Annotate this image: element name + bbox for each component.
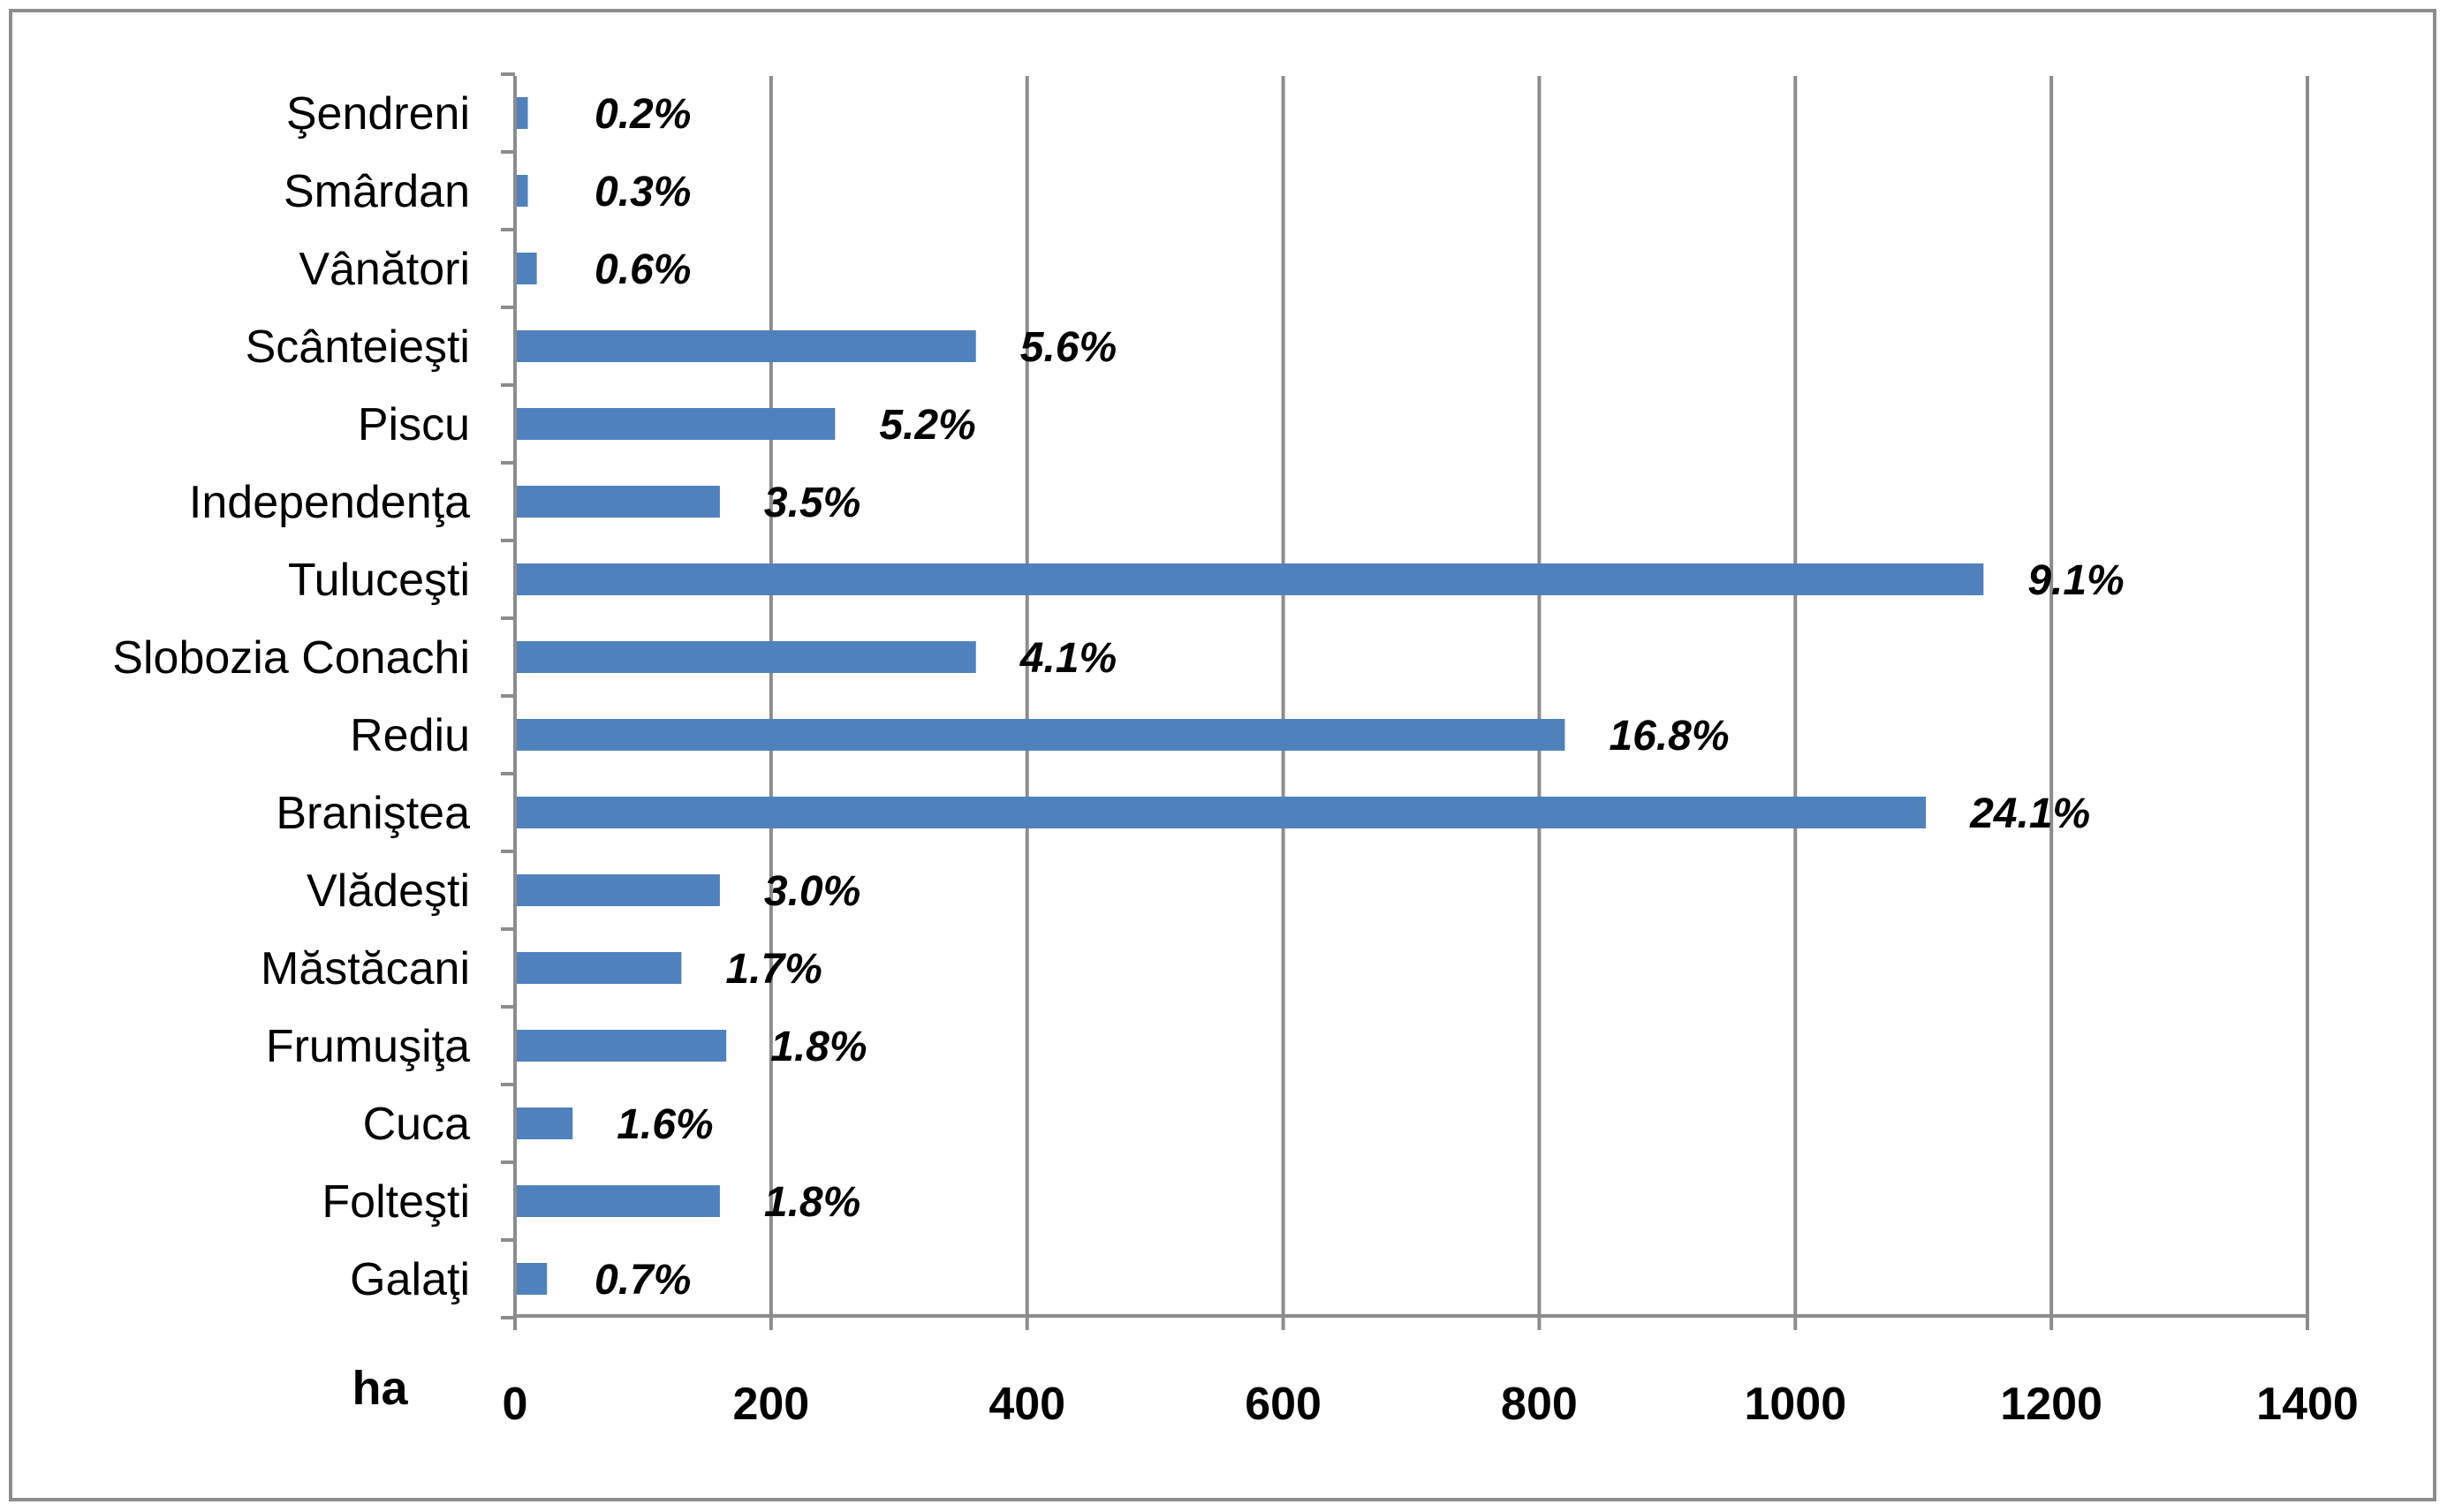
category-labels: Galaţi Folteşti Cuca Frumuşiţa Măstăcani Vlăd… <box>112 88 470 1305</box>
bar-3 <box>515 1030 727 1062</box>
bar-10 <box>515 486 720 518</box>
data-label: 24.1% <box>1969 790 2090 837</box>
category-label: Tuluceşti <box>288 555 470 606</box>
x-tick-label: 1000 <box>1744 1379 1846 1430</box>
data-label: 9.1% <box>2027 557 2124 604</box>
data-labels: 0.7% 1.8% 1.6% 1.8% 1.7% 3.0% 24.1% 16.8% 4.1% 9.… <box>595 91 2125 1304</box>
bar-2 <box>515 1108 573 1139</box>
data-label: 0.6% <box>595 246 691 293</box>
category-label: Independenţa <box>189 477 470 528</box>
category-label: Frumuşiţa <box>266 1021 470 1072</box>
category-label: Braniştea <box>276 788 470 839</box>
axes <box>501 72 2309 1330</box>
data-label: 0.3% <box>595 169 691 215</box>
bar-13 <box>515 253 537 284</box>
x-tick-label: 0 <box>503 1379 528 1430</box>
bar-5 <box>515 874 720 906</box>
chart-frame <box>9 9 2436 1501</box>
data-label: 3.5% <box>764 480 860 526</box>
category-label: Folteşti <box>322 1176 470 1228</box>
bar-9 <box>515 563 1984 595</box>
category-label: Slobozia Conachi <box>112 632 470 684</box>
category-label: Vlădeşti <box>307 866 470 917</box>
bar-0 <box>515 1263 548 1295</box>
data-label: 1.8% <box>764 1179 860 1226</box>
bar-12 <box>515 330 976 362</box>
data-label: 0.2% <box>595 91 691 138</box>
data-label: 3.0% <box>764 868 860 915</box>
x-tick-label: 200 <box>732 1379 809 1430</box>
grid-lines <box>769 76 2309 1316</box>
bar-1 <box>515 1185 720 1217</box>
x-axis-unit-label: ha <box>352 1362 408 1415</box>
x-tick-labels: 0 200 400 600 800 1000 1200 1400 <box>503 1379 2359 1430</box>
x-tick-label: 600 <box>1245 1379 1322 1430</box>
bar-8 <box>515 641 976 673</box>
category-label: Vânători <box>299 244 470 295</box>
category-label: Măstăcani <box>261 943 470 994</box>
x-tick-label: 1200 <box>2000 1379 2102 1430</box>
data-label: 5.6% <box>1020 324 1117 371</box>
data-label: 0.7% <box>595 1257 691 1304</box>
category-label: Piscu <box>358 399 470 450</box>
bar-11 <box>515 408 836 440</box>
data-label: 1.7% <box>725 946 822 993</box>
data-label: 1.6% <box>617 1101 713 1148</box>
bar-15 <box>515 97 528 129</box>
data-label: 16.8% <box>1609 713 1729 760</box>
bar-4 <box>515 952 682 984</box>
bar-7 <box>515 719 1565 751</box>
bar-6 <box>515 797 1927 828</box>
data-label: 5.2% <box>879 402 975 449</box>
category-label: Smârdan <box>284 166 470 217</box>
x-tick-label: 1400 <box>2256 1379 2359 1430</box>
category-label: Galaţi <box>350 1254 470 1305</box>
category-label: Şendreni <box>286 88 470 140</box>
category-label: Rediu <box>350 710 470 761</box>
bar-14 <box>515 175 528 207</box>
category-label: Scânteieşti <box>246 321 470 373</box>
x-tick-label: 800 <box>1501 1379 1578 1430</box>
bars <box>515 97 1984 1295</box>
data-label: 4.1% <box>1019 635 1117 682</box>
x-tick-label: 400 <box>989 1379 1065 1430</box>
data-label: 1.8% <box>770 1024 867 1070</box>
category-label: Cuca <box>363 1099 470 1150</box>
